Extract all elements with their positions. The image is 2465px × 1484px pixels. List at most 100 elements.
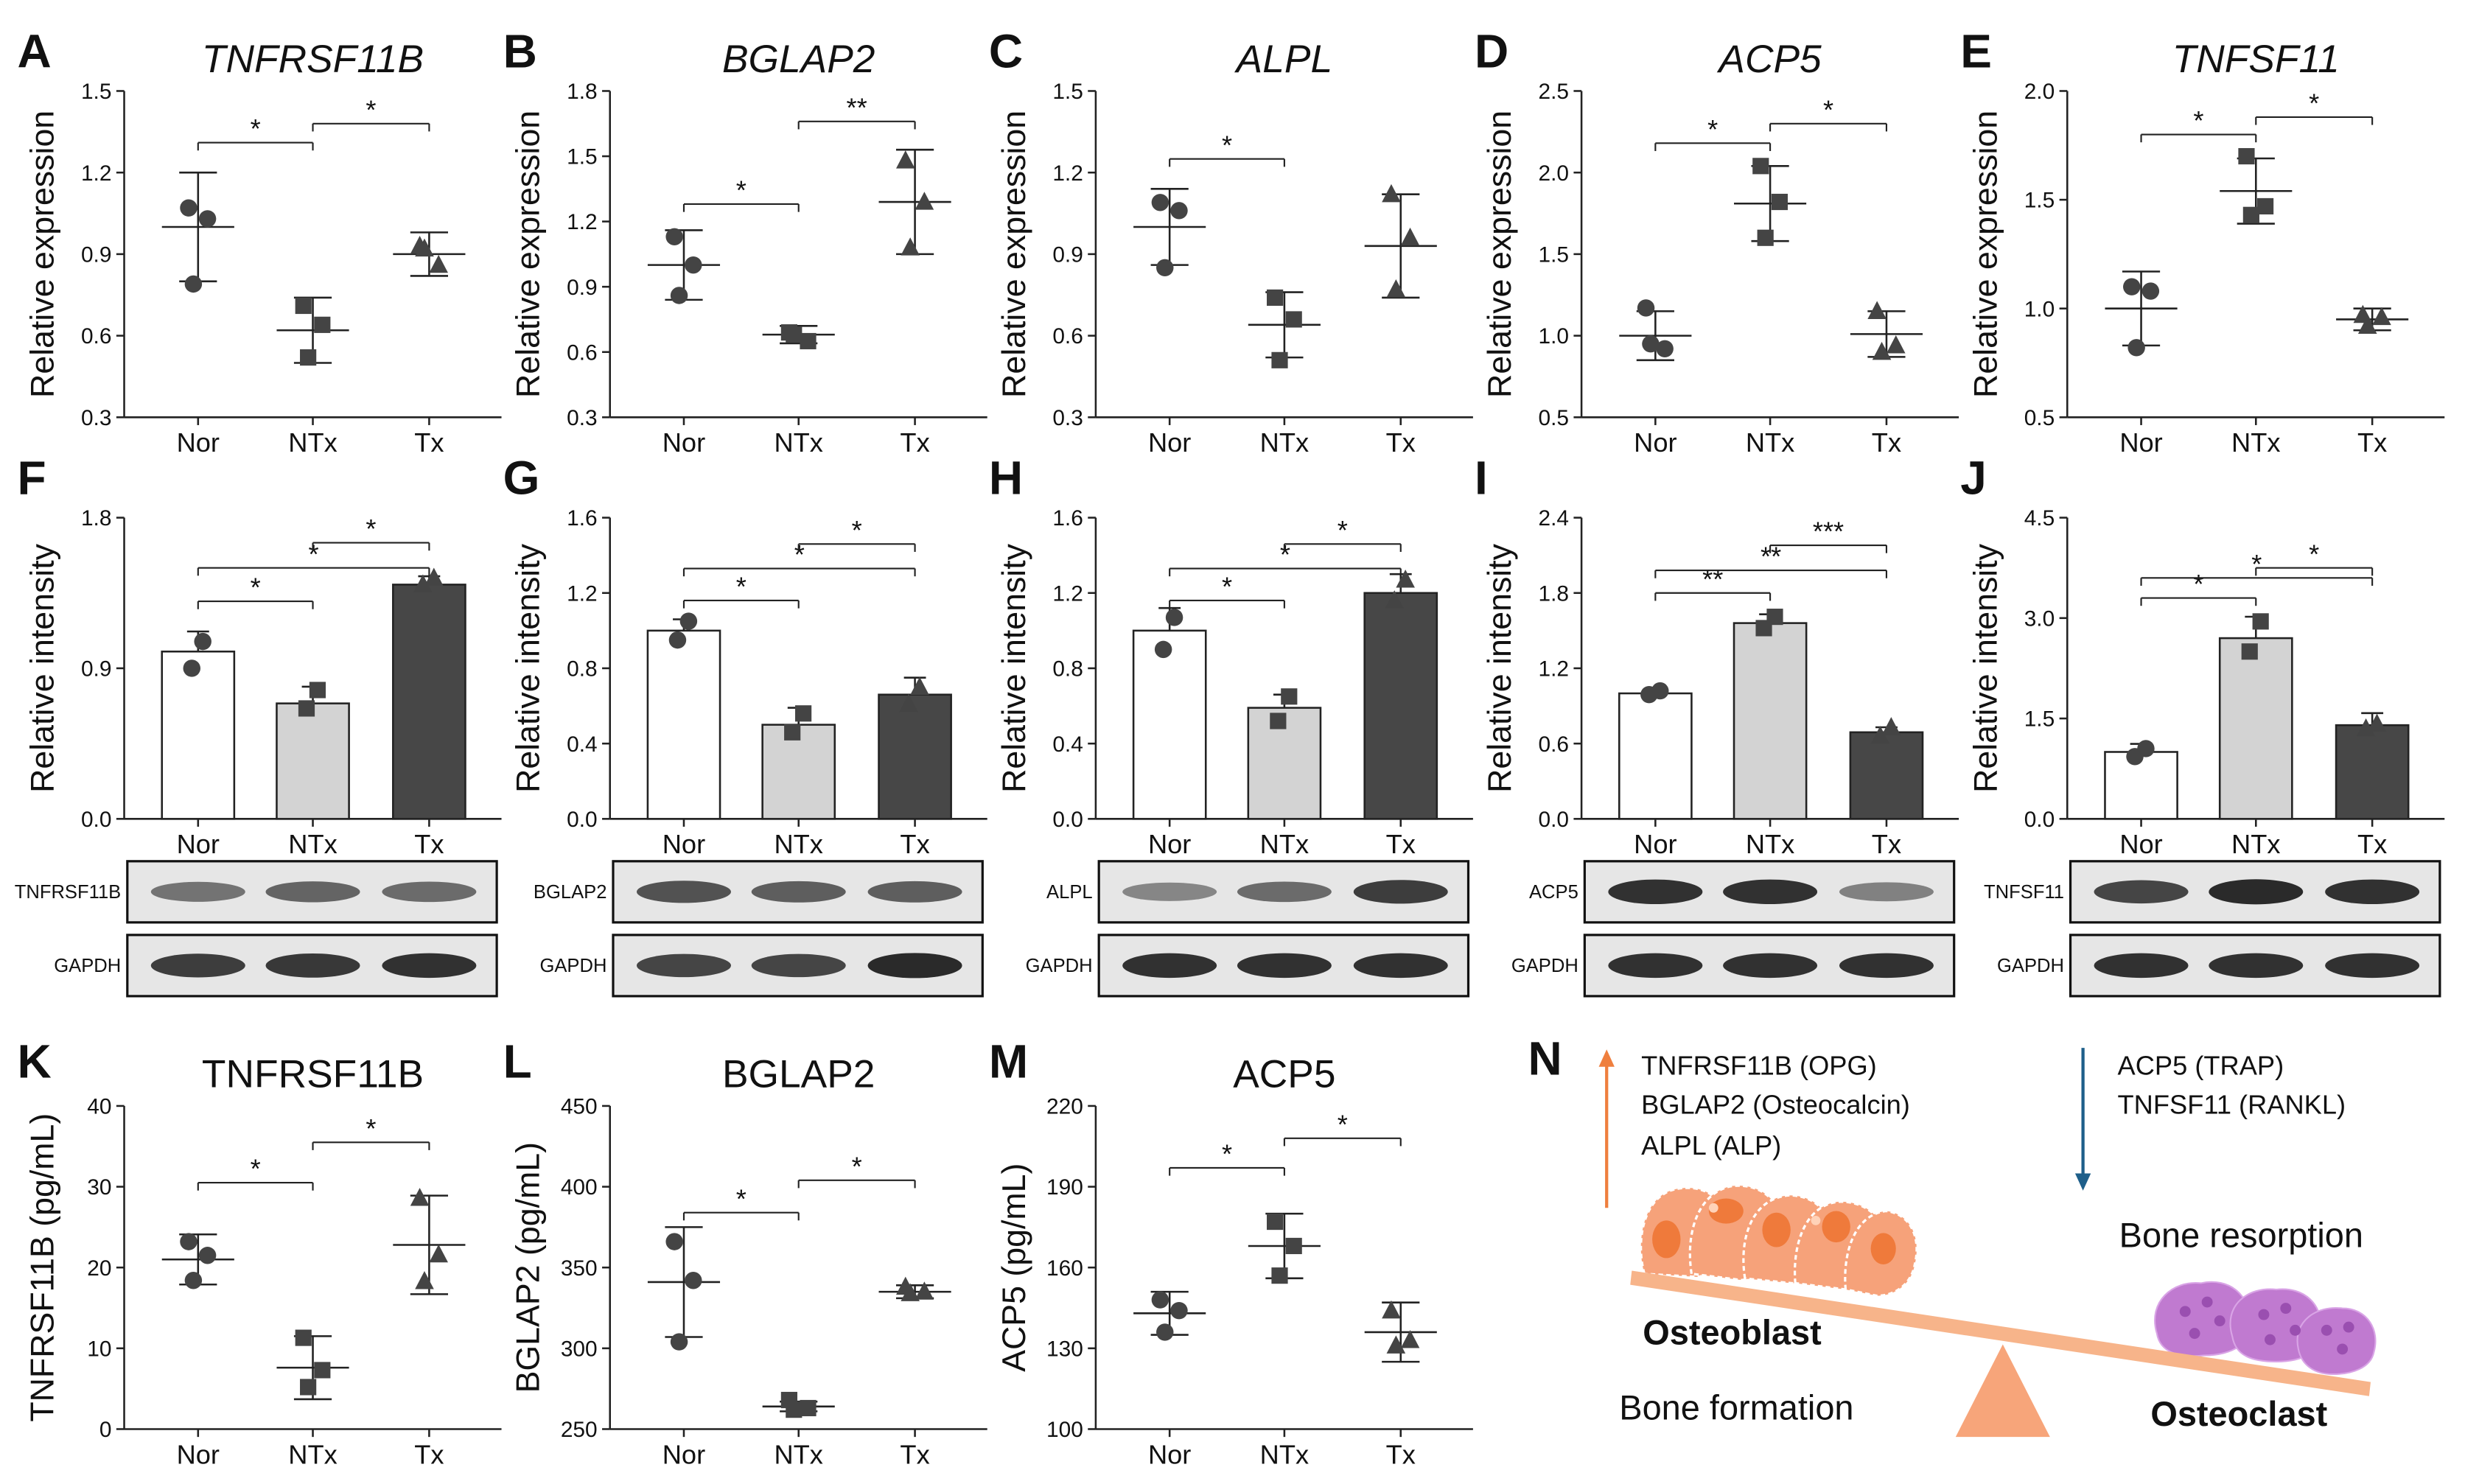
y-tick-label: 220 xyxy=(1046,1095,1083,1119)
y-axis-label: Relative expression xyxy=(510,111,547,398)
y-tick-label: 1.8 xyxy=(1539,581,1570,606)
panel-d: D ACP5 0.5 1.0 1.5 2.0 2.5 Relative expression N… xyxy=(1475,25,1959,458)
data-point xyxy=(1270,713,1287,729)
sig-label: * xyxy=(1280,539,1290,570)
bar-nor xyxy=(1618,692,1693,820)
sig-label: * xyxy=(2193,569,2203,599)
panel-title: ALPL xyxy=(1234,38,1332,81)
panel-label-d: D xyxy=(1475,25,1508,78)
panel-l: L BGLAP2 250 300 350 400 450 BGLAP2 (pg/mL) Nor N… xyxy=(503,1035,987,1469)
x-tick-label-nor: Nor xyxy=(1148,1439,1191,1469)
data-point xyxy=(1755,620,1772,637)
data-point xyxy=(1382,1300,1401,1319)
y-tick-label: 1.0 xyxy=(1539,324,1570,349)
panel-k: K TNFRSF11B 0 10 20 30 40 TNFRSF11B (pg/mL) Nor N… xyxy=(17,1035,502,1469)
blot-band xyxy=(636,953,731,978)
data-point xyxy=(665,228,683,245)
data-point xyxy=(2238,147,2255,165)
y-tick-label: 1.8 xyxy=(567,80,598,104)
y-tick-label: 0 xyxy=(99,1418,112,1442)
data-point xyxy=(2256,197,2274,215)
data-point xyxy=(1886,335,1906,354)
y-tick-label: 0.0 xyxy=(1539,808,1570,832)
data-point xyxy=(1267,1214,1284,1231)
bar-tx xyxy=(1363,592,1438,820)
data-point xyxy=(1271,1267,1288,1284)
y-tick-label: 3.0 xyxy=(2024,606,2055,631)
blot-band xyxy=(1122,882,1217,901)
sig-label: * xyxy=(2309,539,2319,569)
panel-label-i: I xyxy=(1475,452,1488,505)
sig-label: * xyxy=(1222,572,1232,602)
data-point xyxy=(795,705,812,722)
data-point xyxy=(415,1271,434,1289)
bar-tx xyxy=(392,584,466,820)
sig-label: * xyxy=(2251,549,2262,579)
data-point xyxy=(1170,1301,1188,1320)
data-point xyxy=(1151,1291,1169,1309)
y-tick-label: 0.0 xyxy=(2024,808,2055,832)
panel-label-j: J xyxy=(1960,452,1987,505)
blot-band xyxy=(1237,881,1332,903)
data-point xyxy=(184,275,203,293)
data-point xyxy=(1285,311,1302,328)
x-tick-label-ntx: NTx xyxy=(774,1439,822,1469)
data-point xyxy=(670,287,688,304)
y-tick-label: 0.3 xyxy=(567,406,598,430)
panel-title: BGLAP2 xyxy=(722,1052,875,1096)
panel-a: A TNFRSF11B 0.3 0.6 0.9 1.2 1.5 Relative expres… xyxy=(17,25,502,458)
y-tick-label: 0.5 xyxy=(1539,406,1570,430)
x-tick-label-ntx: NTx xyxy=(1746,829,1794,859)
data-point xyxy=(1396,570,1415,588)
blot-target-label: ACP5 xyxy=(1529,882,1578,903)
x-tick-label-ntx: NTx xyxy=(1260,829,1309,859)
blot-band xyxy=(867,881,962,903)
data-point xyxy=(2242,206,2259,223)
x-tick-label-tx: Tx xyxy=(2357,427,2387,458)
data-point xyxy=(784,724,801,741)
panel-title: ACP5 xyxy=(1716,38,1822,81)
bone-resorption-label: Bone resorption xyxy=(2119,1217,2363,1255)
data-point xyxy=(1872,341,1892,360)
y-tick-label: 1.5 xyxy=(2024,189,2055,213)
data-point xyxy=(180,199,197,217)
down-arrow-head-icon xyxy=(2074,1173,2091,1191)
sig-label: * xyxy=(852,1151,862,1181)
sig-label: * xyxy=(251,113,261,144)
blot-band xyxy=(1723,953,1818,979)
y-tick-label: 0.0 xyxy=(1052,808,1083,832)
x-tick-label-tx: Tx xyxy=(414,829,444,859)
y-tick-label: 0.6 xyxy=(567,340,598,365)
x-tick-label-nor: Nor xyxy=(662,829,705,859)
x-tick-label-nor: Nor xyxy=(1148,427,1191,458)
y-tick-label: 400 xyxy=(561,1175,598,1200)
blot-gapdh-label: GAPDH xyxy=(1026,956,1093,976)
data-point xyxy=(314,1362,331,1379)
sig-label: * xyxy=(366,1113,376,1144)
y-tick-label: 1.6 xyxy=(567,506,598,531)
down-list-item-rankl: TNFSF11 (RANKL) xyxy=(2118,1090,2346,1120)
data-point xyxy=(184,1272,203,1289)
y-tick-label: 1.8 xyxy=(81,506,112,531)
data-point xyxy=(1870,726,1890,744)
x-tick-label-ntx: NTx xyxy=(1260,427,1309,458)
osteoclast-cells-icon xyxy=(2154,1281,2377,1376)
blot-band xyxy=(1608,953,1703,979)
sig-label: * xyxy=(2193,105,2203,136)
blot-target-label: TNFSF11 xyxy=(1984,882,2064,903)
bar-tx xyxy=(878,693,952,820)
x-tick-label-tx: Tx xyxy=(2357,829,2387,859)
data-point xyxy=(1281,688,1298,705)
data-point xyxy=(1386,1335,1406,1354)
blot-band xyxy=(1353,880,1448,904)
blot-band xyxy=(1122,953,1217,979)
data-point xyxy=(1867,301,1887,320)
y-tick-label: 1.5 xyxy=(2024,707,2055,732)
blot-target-label: TNFRSF11B xyxy=(15,882,122,903)
x-tick-label-ntx: NTx xyxy=(288,1439,337,1469)
x-tick-label-nor: Nor xyxy=(662,427,705,458)
panel-label-n: N xyxy=(1528,1032,1562,1085)
panel-b: B BGLAP2 0.3 0.6 0.9 1.2 1.5 1.8 Relative expres… xyxy=(503,25,987,458)
osteoclast-label: Osteoclast xyxy=(2150,1395,2327,1433)
blot-band xyxy=(867,953,962,979)
